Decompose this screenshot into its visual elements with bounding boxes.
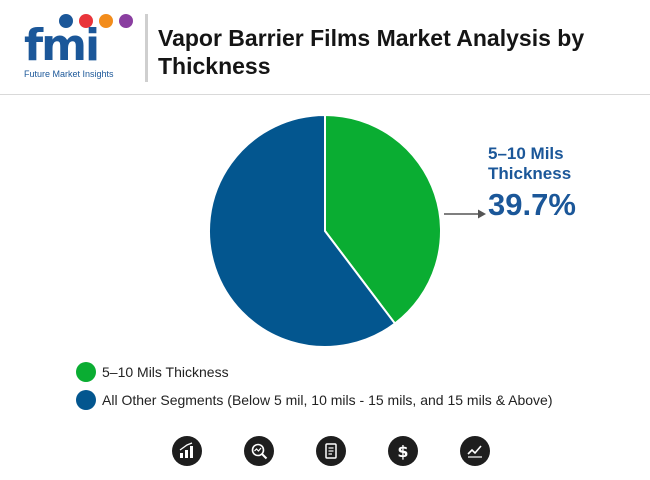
header: fmi Future Market Insights Vapor Barrier… — [0, 0, 650, 95]
legend-label: All Other Segments (Below 5 mil, 10 mils… — [102, 392, 553, 408]
legend-label: 5–10 Mils Thickness — [102, 364, 229, 380]
report-document-icon — [316, 436, 346, 466]
footer-icons: $ — [0, 436, 650, 470]
trend-chart-icon — [460, 436, 490, 466]
pie-slice-5-10-mils — [324, 113, 442, 325]
header-divider — [145, 14, 148, 82]
fmi-logo: fmi Future Market Insights — [22, 12, 134, 82]
legend-swatch-other-segments — [76, 390, 96, 410]
dollar-icon: $ — [388, 436, 418, 466]
legend-item: 5–10 Mils Thickness — [76, 362, 553, 382]
chart-title: Vapor Barrier Films Market Analysis by T… — [158, 25, 585, 79]
callout-value: 39.7% — [488, 187, 576, 222]
legend: 5–10 Mils Thickness All Other Segments (… — [76, 362, 553, 418]
callout-arrow — [444, 209, 486, 219]
logo-dots-icon — [59, 14, 133, 28]
legend-swatch-5-10-mils — [76, 362, 96, 382]
pie-slice-other-segments — [208, 113, 397, 348]
callout-label-line1: 5–10 Mils — [488, 144, 564, 163]
logo-wordmark: fmi — [24, 20, 100, 71]
logo-tagline: Future Market Insights — [24, 69, 114, 79]
search-analytics-icon — [244, 436, 274, 466]
callout: 5–10 Mils Thickness 39.7% — [488, 144, 638, 224]
callout-label-line2: Thickness — [488, 164, 572, 183]
pie-slices — [208, 113, 442, 348]
bar-growth-icon — [172, 436, 202, 466]
svg-text:$: $ — [397, 442, 408, 460]
legend-item: All Other Segments (Below 5 mil, 10 mils… — [76, 390, 553, 410]
